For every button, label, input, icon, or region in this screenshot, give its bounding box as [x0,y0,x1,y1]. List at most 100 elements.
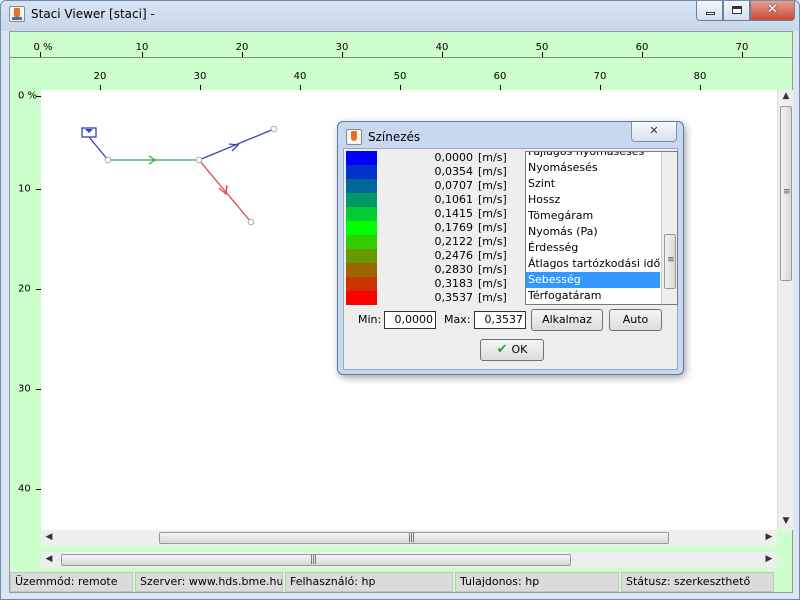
top-ruler-tick [142,52,143,57]
property-list[interactable]: Fajlagos nyomasesés Nyomásesés Szint Hossz T… [525,151,678,305]
legend-color-swatch [346,193,377,207]
status-server: Szerver: www.hds.bme.hu [135,572,283,592]
second-ruler-label: 30 [193,71,207,82]
outer-horizontal-scroll-thumb[interactable]: ||| [61,554,571,566]
top-ruler-tick [442,52,443,57]
legend-color-swatch [346,249,377,263]
top-ruler-tick [542,52,543,57]
legend-color-swatch [346,165,377,179]
second-ruler-label: 80 [693,71,707,82]
left-ruler-tick [36,389,41,390]
top-ruler-label: 20 [235,42,249,53]
junction-node[interactable] [270,125,278,133]
junction-node[interactable] [247,218,255,226]
legend-row: 0,3183 [m/s] [346,277,526,291]
left-ruler-tick [36,189,41,190]
list-item[interactable]: Érdesség [528,241,579,254]
legend-row: 0,2830 [m/s] [346,263,526,277]
legend-row: 0,3537 [m/s] [346,291,526,305]
legend-unit: [m/s] [478,151,507,164]
pipe-red[interactable] [198,159,252,223]
list-item[interactable]: Hossz [528,193,561,206]
min-field[interactable]: 0,0000 [384,311,436,329]
legend-value: 0,2122 [434,235,474,248]
coloring-dialog: Színezés ✕ 0,0000 [m/s] 0,0354 [m/s] 0,0707 [… [337,121,684,375]
list-item[interactable]: Tömegáram [528,209,594,222]
window-controls: ✕ [696,1,795,21]
close-button[interactable]: ✕ [750,1,795,21]
legend-unit: [m/s] [478,193,507,206]
left-ruler-label: 20 [18,283,31,295]
horizontal-scroll-thumb[interactable]: ||| [159,532,669,544]
legend-unit: [m/s] [478,249,507,262]
list-item[interactable]: Nyomásesés [528,161,598,174]
second-ruler-label: 60 [493,71,507,82]
legend-row: 0,1415 [m/s] [346,207,526,221]
list-item[interactable]: Térfogatáram [528,289,602,302]
apply-button[interactable]: Alkalmaz [531,309,603,331]
minimize-button[interactable] [696,1,723,21]
flow-arrow-icon[interactable] [218,184,228,196]
ruler-divider [10,57,792,58]
legend-unit: [m/s] [478,207,507,220]
outer-horizontal-scrollbar[interactable]: ◀ ||| ▶ [41,552,777,568]
status-state: Státusz: szerkeszthető [621,572,774,592]
legend-value: 0,1061 [434,193,474,206]
maximize-button[interactable] [723,1,750,21]
flow-arrow-icon[interactable] [148,155,157,165]
legend-value: 0,0354 [434,165,474,178]
top-ruler-tick [40,52,41,57]
max-field[interactable]: 0,3537 [474,311,526,329]
dialog-body: 0,0000 [m/s] 0,0354 [m/s] 0,0707 [m/s] 0,1061 [… [343,148,678,370]
pipe-blue[interactable] [88,136,109,161]
vertical-scroll-thumb[interactable]: ≡ [780,106,792,281]
scroll-left-icon[interactable]: ◀ [45,532,53,542]
second-ruler-tick [700,85,701,90]
left-ruler-label: 40 [18,483,31,495]
network-drawing[interactable] [41,90,777,530]
list-scroll-thumb[interactable]: ≡ [664,234,676,289]
legend-unit: [m/s] [478,235,507,248]
legend-unit: [m/s] [478,221,507,234]
ok-button[interactable]: ✔ OK [480,339,544,361]
list-item[interactable]: Átlagos tartózkodási idő [528,257,661,270]
list-item[interactable]: Sebesség [526,272,660,288]
vertical-scrollbar[interactable]: ▲ ≡ ▼ [777,90,793,530]
scroll-left-icon[interactable]: ◀ [45,554,53,564]
scroll-down-icon[interactable]: ▼ [782,516,790,526]
scroll-right-icon[interactable]: ▶ [765,554,773,564]
legend-value: 0,1415 [434,207,474,220]
java-cup-icon [9,6,25,22]
junction-node[interactable] [195,156,203,164]
legend-value: 0,2830 [434,263,474,276]
top-ruler-tick [342,52,343,57]
legend-row: 0,0354 [m/s] [346,165,526,179]
java-cup-icon [346,129,362,145]
tank-level-icon[interactable] [85,129,93,133]
second-ruler-tick [600,85,601,90]
scroll-right-icon[interactable]: ▶ [765,532,773,542]
left-ruler-tick [36,489,41,490]
junction-node[interactable] [104,156,112,164]
close-icon: ✕ [767,2,778,17]
horizontal-scrollbar[interactable]: ◀ ||| ▶ [41,530,777,546]
flow-arrow-icon[interactable] [228,143,240,152]
scroll-up-icon[interactable]: ▲ [782,91,790,101]
legend-row: 0,1769 [m/s] [346,221,526,235]
list-item[interactable]: Szint [528,177,556,190]
color-legend: 0,0000 [m/s] 0,0354 [m/s] 0,0707 [m/s] 0,1061 [… [346,151,526,305]
list-item[interactable]: Fajlagos nyomasesés [528,151,645,158]
legend-value: 0,3183 [434,277,474,290]
auto-button[interactable]: Auto [609,309,662,331]
legend-unit: [m/s] [478,291,507,304]
top-ruler-label: 40 [435,42,449,53]
legend-value: 0,0707 [434,179,474,192]
grip-icon: ≡ [667,255,674,265]
dialog-close-button[interactable]: ✕ [631,122,677,142]
checkmark-icon: ✔ [496,342,508,357]
list-item[interactable]: Nyomás (Pa) [528,225,598,238]
legend-row: 0,0707 [m/s] [346,179,526,193]
title-bar[interactable]: Staci Viewer [staci] - ✕ [1,1,800,29]
legend-color-swatch [346,179,377,193]
list-scrollbar[interactable]: ≡ [661,152,677,304]
